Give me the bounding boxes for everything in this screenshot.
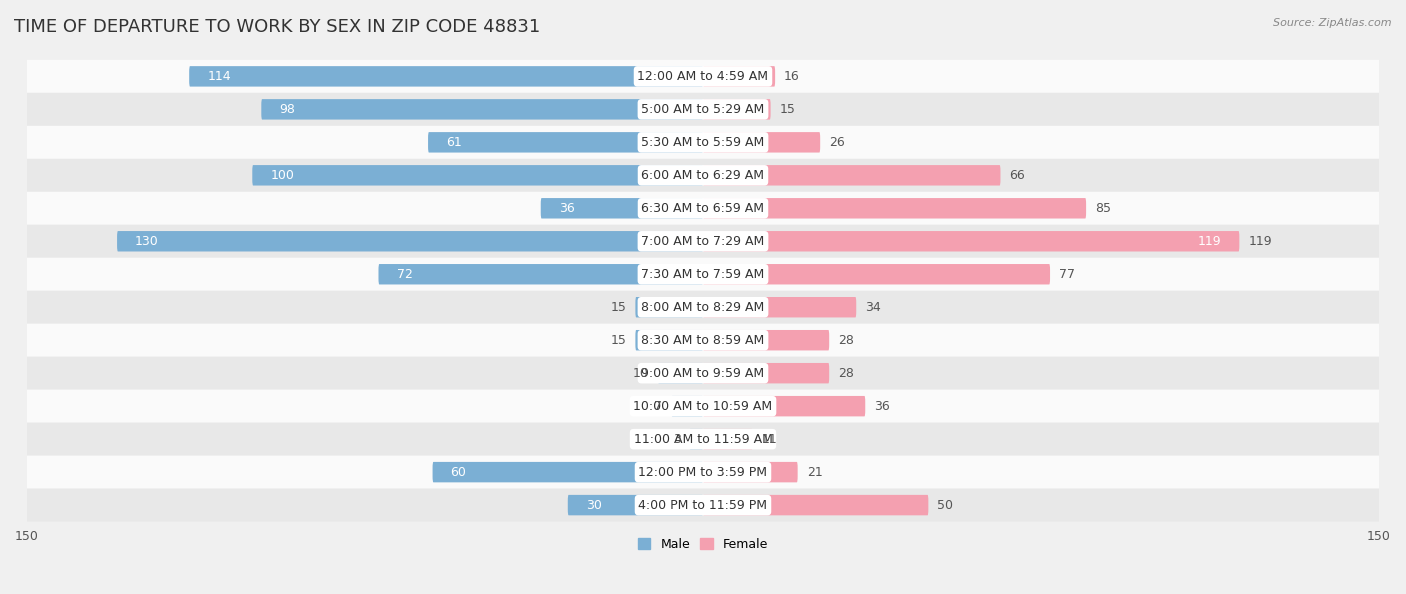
FancyBboxPatch shape — [703, 165, 1001, 185]
FancyBboxPatch shape — [378, 264, 703, 285]
FancyBboxPatch shape — [703, 264, 1050, 285]
Text: Source: ZipAtlas.com: Source: ZipAtlas.com — [1274, 18, 1392, 28]
Text: 28: 28 — [838, 334, 853, 347]
Text: 85: 85 — [1095, 202, 1111, 215]
FancyBboxPatch shape — [636, 330, 703, 350]
FancyBboxPatch shape — [252, 165, 703, 185]
FancyBboxPatch shape — [703, 396, 865, 416]
Text: 119: 119 — [1198, 235, 1222, 248]
Text: 26: 26 — [830, 136, 845, 149]
FancyBboxPatch shape — [27, 290, 1379, 324]
FancyBboxPatch shape — [427, 132, 703, 153]
Text: 3: 3 — [672, 432, 681, 446]
Text: 5:30 AM to 5:59 AM: 5:30 AM to 5:59 AM — [641, 136, 765, 149]
FancyBboxPatch shape — [27, 390, 1379, 423]
Text: 6:00 AM to 6:29 AM: 6:00 AM to 6:29 AM — [641, 169, 765, 182]
FancyBboxPatch shape — [703, 231, 1239, 251]
Text: 7:00 AM to 7:29 AM: 7:00 AM to 7:29 AM — [641, 235, 765, 248]
FancyBboxPatch shape — [703, 132, 820, 153]
FancyBboxPatch shape — [27, 225, 1379, 258]
FancyBboxPatch shape — [27, 126, 1379, 159]
Text: 119: 119 — [1249, 235, 1272, 248]
Text: 98: 98 — [280, 103, 295, 116]
FancyBboxPatch shape — [27, 192, 1379, 225]
Text: 34: 34 — [865, 301, 882, 314]
FancyBboxPatch shape — [27, 258, 1379, 290]
FancyBboxPatch shape — [27, 324, 1379, 357]
Text: 61: 61 — [446, 136, 461, 149]
FancyBboxPatch shape — [117, 231, 703, 251]
Text: 11:00 AM to 11:59 AM: 11:00 AM to 11:59 AM — [634, 432, 772, 446]
Text: 7: 7 — [654, 400, 662, 413]
Text: 11: 11 — [762, 432, 778, 446]
Text: 30: 30 — [586, 498, 602, 511]
FancyBboxPatch shape — [703, 330, 830, 350]
Text: 77: 77 — [1059, 268, 1076, 281]
Text: 15: 15 — [610, 301, 627, 314]
Text: 8:00 AM to 8:29 AM: 8:00 AM to 8:29 AM — [641, 301, 765, 314]
FancyBboxPatch shape — [689, 429, 703, 450]
Text: 5:00 AM to 5:29 AM: 5:00 AM to 5:29 AM — [641, 103, 765, 116]
FancyBboxPatch shape — [27, 357, 1379, 390]
FancyBboxPatch shape — [703, 462, 797, 482]
Text: 66: 66 — [1010, 169, 1025, 182]
Text: 9:00 AM to 9:59 AM: 9:00 AM to 9:59 AM — [641, 366, 765, 380]
Text: 16: 16 — [785, 70, 800, 83]
FancyBboxPatch shape — [703, 495, 928, 516]
Text: 4:00 PM to 11:59 PM: 4:00 PM to 11:59 PM — [638, 498, 768, 511]
Text: 36: 36 — [558, 202, 575, 215]
FancyBboxPatch shape — [703, 99, 770, 119]
Text: TIME OF DEPARTURE TO WORK BY SEX IN ZIP CODE 48831: TIME OF DEPARTURE TO WORK BY SEX IN ZIP … — [14, 18, 540, 36]
FancyBboxPatch shape — [541, 198, 703, 219]
Legend: Male, Female: Male, Female — [633, 533, 773, 556]
Text: 6:30 AM to 6:59 AM: 6:30 AM to 6:59 AM — [641, 202, 765, 215]
Text: 60: 60 — [450, 466, 467, 479]
FancyBboxPatch shape — [190, 66, 703, 87]
Text: 21: 21 — [807, 466, 823, 479]
Text: 28: 28 — [838, 366, 853, 380]
FancyBboxPatch shape — [27, 456, 1379, 489]
Text: 15: 15 — [610, 334, 627, 347]
Text: 50: 50 — [938, 498, 953, 511]
Text: 114: 114 — [207, 70, 231, 83]
Text: 10:00 AM to 10:59 AM: 10:00 AM to 10:59 AM — [634, 400, 772, 413]
FancyBboxPatch shape — [27, 60, 1379, 93]
Text: 100: 100 — [270, 169, 294, 182]
FancyBboxPatch shape — [636, 297, 703, 317]
FancyBboxPatch shape — [658, 363, 703, 383]
Text: 130: 130 — [135, 235, 159, 248]
FancyBboxPatch shape — [27, 159, 1379, 192]
FancyBboxPatch shape — [703, 429, 752, 450]
Text: 15: 15 — [779, 103, 796, 116]
Text: 12:00 AM to 4:59 AM: 12:00 AM to 4:59 AM — [637, 70, 769, 83]
Text: 72: 72 — [396, 268, 412, 281]
Text: 7:30 AM to 7:59 AM: 7:30 AM to 7:59 AM — [641, 268, 765, 281]
Text: 36: 36 — [875, 400, 890, 413]
FancyBboxPatch shape — [433, 462, 703, 482]
FancyBboxPatch shape — [27, 489, 1379, 522]
FancyBboxPatch shape — [703, 66, 775, 87]
FancyBboxPatch shape — [703, 363, 830, 383]
Text: 10: 10 — [633, 366, 650, 380]
FancyBboxPatch shape — [703, 297, 856, 317]
FancyBboxPatch shape — [27, 93, 1379, 126]
FancyBboxPatch shape — [262, 99, 703, 119]
FancyBboxPatch shape — [27, 423, 1379, 456]
Text: 8:30 AM to 8:59 AM: 8:30 AM to 8:59 AM — [641, 334, 765, 347]
FancyBboxPatch shape — [672, 396, 703, 416]
FancyBboxPatch shape — [703, 198, 1085, 219]
Text: 12:00 PM to 3:59 PM: 12:00 PM to 3:59 PM — [638, 466, 768, 479]
FancyBboxPatch shape — [568, 495, 703, 516]
